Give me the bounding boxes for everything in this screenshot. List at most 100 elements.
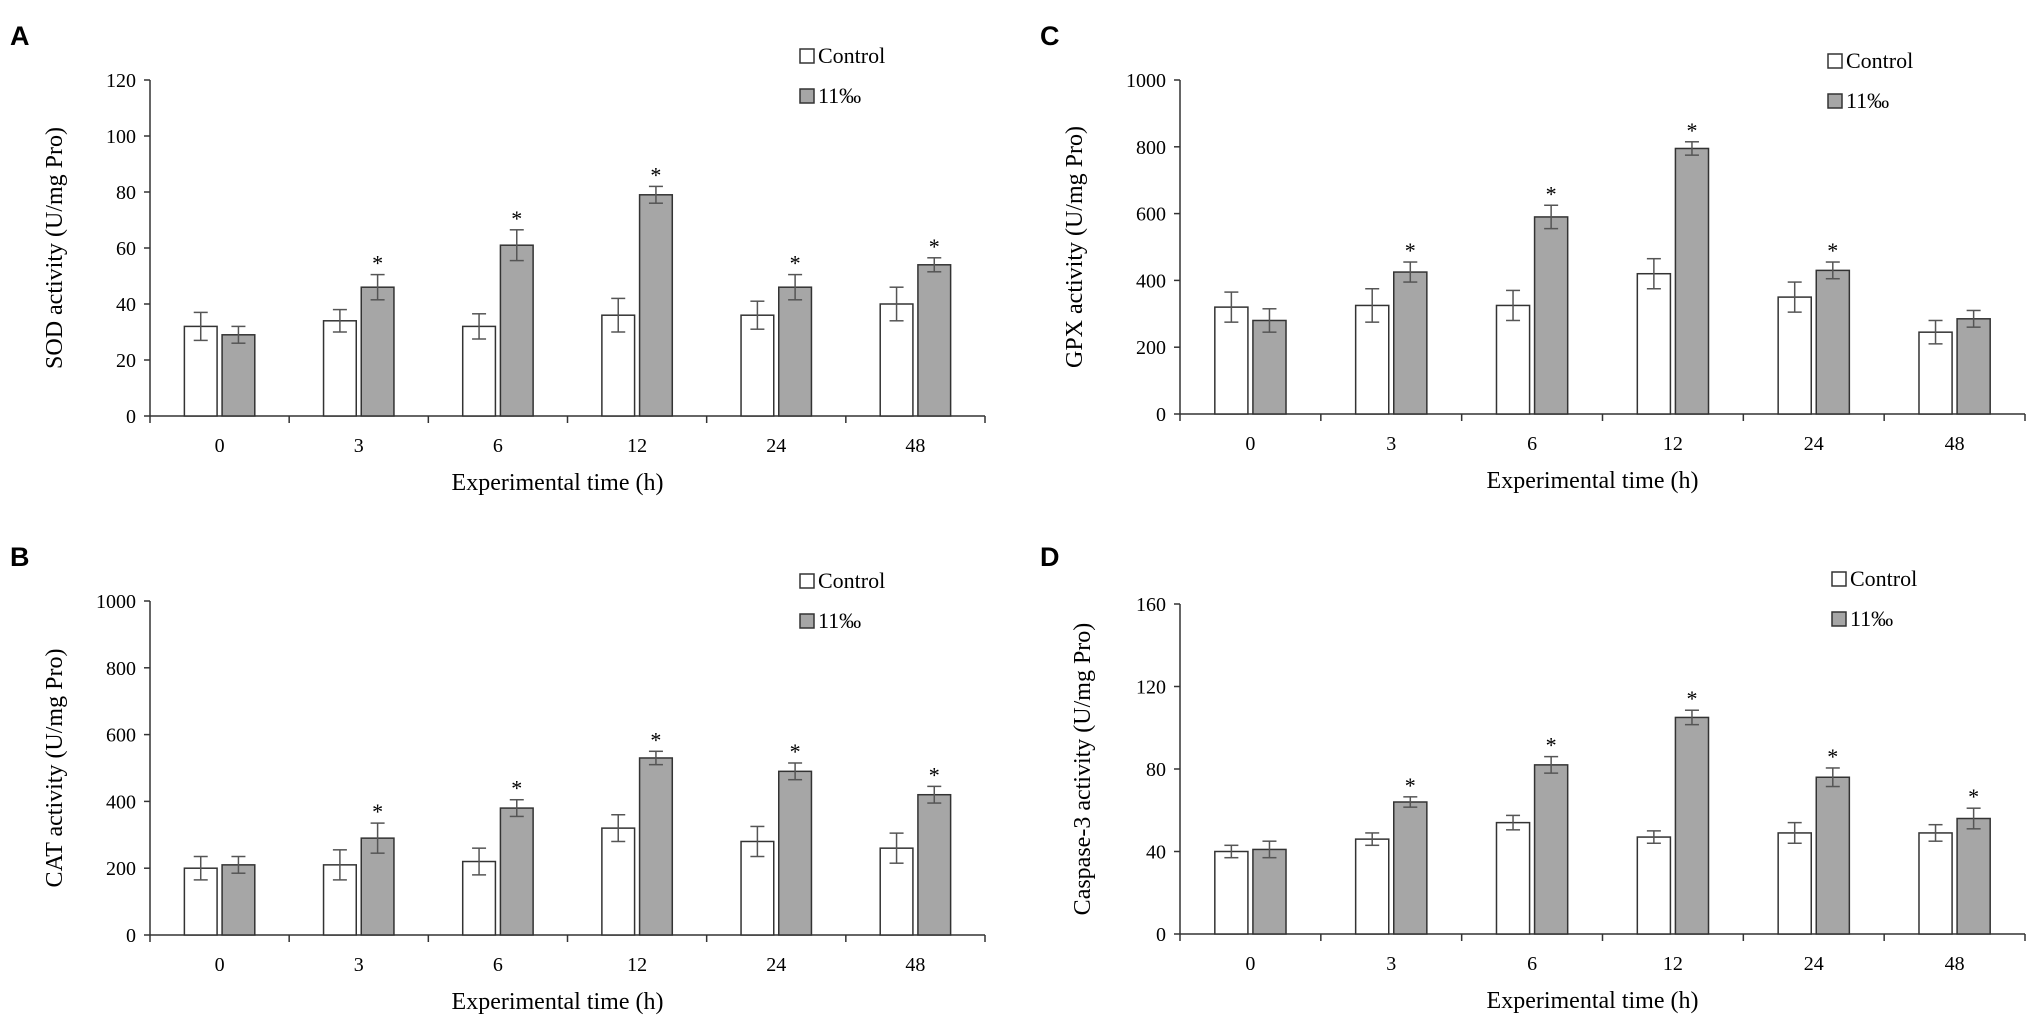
bar-control [1354, 838, 1390, 935]
x-tick-label: 24 [1804, 953, 1824, 975]
x-tick-label: 12 [1663, 953, 1683, 975]
legend-label-treatment: 11‰ [1846, 88, 1889, 113]
bar-control [1777, 296, 1813, 415]
x-tick-label: 0 [1245, 953, 1255, 975]
y-tick-label: 40 [1146, 842, 1166, 864]
significance-marker: * [1827, 744, 1838, 769]
x-tick-label: 6 [493, 954, 503, 976]
bar-control [1918, 832, 1953, 935]
x-tick-label: 3 [354, 435, 364, 457]
y-tick-label: 120 [106, 70, 136, 92]
y-tick-label: 800 [106, 658, 136, 680]
legend-label-control: Control [1846, 48, 1913, 73]
y-tick-label: 800 [1136, 137, 1166, 159]
bar-control [461, 325, 497, 417]
bar-treatment [1252, 319, 1287, 415]
x-tick-label: 3 [1386, 953, 1396, 975]
x-axis-title: Experimental time (h) [1487, 988, 1699, 1014]
bar-control [879, 303, 914, 417]
bar-treatment [1252, 848, 1287, 935]
x-tick-label: 48 [1945, 953, 1965, 975]
panel-letter: D [1040, 542, 1060, 572]
chart-panel-b: B 0 200 400 600 800 1000 0 3 * 6 * 12 * 24 * 48 * Experime… [10, 542, 986, 1015]
bar-control [1777, 832, 1813, 935]
bar-treatment [1815, 269, 1851, 415]
x-tick-label: 3 [354, 954, 364, 976]
bar-control [1214, 850, 1249, 935]
panel-letter: B [10, 542, 30, 572]
x-tick-label: 6 [1527, 953, 1537, 975]
panel-letter: A [10, 21, 30, 51]
significance-marker: * [1686, 686, 1697, 711]
significance-marker: * [1405, 773, 1416, 798]
legend-label-treatment: 11‰ [1850, 606, 1893, 631]
significance-marker: * [1686, 118, 1697, 143]
bar-treatment [499, 807, 534, 936]
bar-control [1495, 821, 1531, 935]
y-tick-label: 0 [126, 406, 136, 428]
legend-swatch-control [1831, 571, 1847, 587]
y-tick-label: 0 [126, 925, 136, 947]
bar-control [740, 314, 775, 417]
x-axis-title: Experimental time (h) [452, 989, 664, 1015]
x-tick-label: 12 [627, 435, 647, 457]
bar-treatment [1674, 716, 1710, 935]
x-axis-title: Experimental time (h) [452, 470, 664, 496]
y-axis-title: GPX activity (U/mg Pro) [1062, 126, 1088, 368]
x-tick-label: 48 [905, 954, 925, 976]
y-tick-label: 80 [116, 182, 136, 204]
x-tick-label: 24 [766, 954, 786, 976]
legend-label-control: Control [818, 43, 885, 68]
x-tick-label: 48 [905, 435, 925, 457]
bar-treatment [778, 286, 813, 417]
legend-swatch-treatment [1827, 93, 1843, 109]
bar-treatment [1956, 318, 1991, 415]
y-tick-label: 0 [1156, 404, 1166, 426]
bar-treatment [221, 864, 256, 936]
x-axis-title: Experimental time (h) [1487, 468, 1699, 494]
significance-marker: * [929, 762, 940, 787]
y-axis-title: Caspase-3 activity (U/mg Pro) [1070, 623, 1096, 916]
legend-swatch-control [799, 48, 815, 64]
bar-treatment [1393, 801, 1428, 935]
bar-treatment [638, 757, 674, 936]
bar-treatment [499, 244, 534, 417]
x-tick-label: 24 [766, 435, 786, 457]
panel-letter: C [1040, 21, 1060, 51]
chart-panel-a: A 0 20 40 60 80 100 120 0 3 * 6 * 12 * 24 * 48 * Experiment… [10, 21, 986, 496]
bar-treatment [221, 334, 256, 417]
legend-label-control: Control [1850, 566, 1917, 591]
y-tick-label: 600 [1136, 204, 1166, 226]
bar-control [1354, 304, 1390, 415]
bar-control [183, 325, 218, 417]
y-tick-label: 1000 [1126, 70, 1166, 92]
x-tick-label: 0 [1245, 433, 1255, 455]
bar-treatment [1956, 817, 1991, 935]
bar-treatment [778, 770, 813, 936]
significance-marker: * [1546, 733, 1557, 758]
y-tick-label: 200 [1136, 337, 1166, 359]
x-tick-label: 24 [1804, 433, 1824, 455]
legend-swatch-treatment [1831, 611, 1847, 627]
bar-control [1636, 836, 1672, 935]
y-axis-title: CAT activity (U/mg Pro) [42, 649, 68, 888]
y-tick-label: 400 [106, 791, 136, 813]
bar-treatment [1393, 271, 1428, 415]
bar-treatment [1815, 776, 1851, 935]
y-tick-label: 100 [106, 126, 136, 148]
significance-marker: * [372, 251, 383, 276]
chart-panel-d: D 0 40 80 120 160 0 3 * 6 * 12 * 24 * 48 * Experimental t… [1040, 542, 2026, 1014]
bar-treatment [917, 264, 952, 417]
bar-treatment [1533, 764, 1569, 935]
legend-label-treatment: 11‰ [818, 608, 861, 633]
x-tick-label: 0 [215, 954, 225, 976]
x-tick-label: 3 [1386, 433, 1396, 455]
bar-treatment [360, 286, 395, 417]
significance-marker: * [1546, 181, 1557, 206]
legend-swatch-control [799, 573, 815, 589]
bar-control [601, 827, 636, 936]
significance-marker: * [1968, 784, 1979, 809]
chart-panel-c: C 0 200 400 600 800 1000 0 3 * 6 * 12 * 24 * 48 Experimen… [1040, 21, 2026, 494]
x-tick-label: 0 [215, 435, 225, 457]
